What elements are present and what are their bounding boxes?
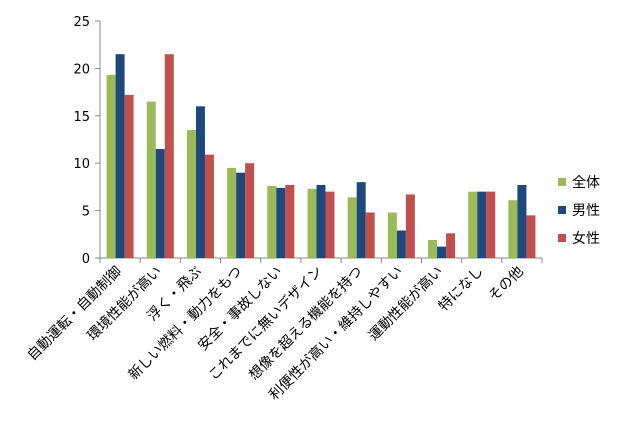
x-category-label: その他: [486, 264, 527, 305]
bar: [396, 230, 406, 258]
bar: [245, 163, 255, 258]
x-category-label: 特になし: [436, 264, 487, 315]
bar: [446, 233, 456, 258]
bar: [267, 185, 277, 258]
legend-label: 女性: [572, 230, 600, 247]
y-tick-label: 25: [73, 15, 90, 30]
bar: [526, 215, 536, 258]
y-tick-label: 10: [73, 157, 90, 172]
bar: [124, 94, 134, 258]
bar: [405, 194, 415, 258]
bar: [356, 182, 366, 258]
x-axis: [99, 257, 543, 263]
bar: [347, 197, 357, 258]
bar: [146, 101, 156, 258]
bar: [477, 191, 487, 258]
legend-swatch: [558, 234, 566, 242]
bar: [106, 75, 116, 258]
legend-swatch: [558, 178, 566, 186]
bar: [325, 191, 335, 258]
legend-swatch: [558, 206, 566, 214]
bar: [316, 185, 326, 258]
bar: [227, 167, 237, 258]
bar: [115, 54, 125, 259]
bar: [517, 185, 527, 258]
y-tick-label: 20: [73, 62, 90, 77]
legend-label: 男性: [572, 203, 600, 219]
bar: [236, 172, 246, 258]
y-axis: 0 5 10 15 20 25: [73, 15, 101, 267]
bar: [387, 212, 397, 258]
bar: [186, 130, 196, 258]
bar: [486, 191, 496, 258]
y-tick-label: 5: [82, 205, 90, 220]
bars: [106, 54, 536, 259]
bar: [164, 54, 174, 259]
bar: [428, 239, 438, 258]
bar: [285, 185, 295, 258]
bar: [195, 106, 205, 258]
category-labels: 自動運転・自動制御環境性能が高い浮く・飛ぶ新しい燃料・動力をもつ安全・事故しない…: [25, 263, 527, 404]
y-tick-label: 15: [73, 110, 90, 125]
bar: [437, 246, 447, 258]
bar: [204, 154, 214, 258]
bar: [508, 200, 518, 258]
bar: [276, 187, 286, 258]
bar: [307, 188, 317, 258]
bar: [365, 212, 375, 258]
legend-label: 全体: [572, 174, 600, 191]
bar: [155, 148, 165, 258]
y-tick-label: 0: [82, 252, 90, 267]
bar: [468, 191, 478, 258]
